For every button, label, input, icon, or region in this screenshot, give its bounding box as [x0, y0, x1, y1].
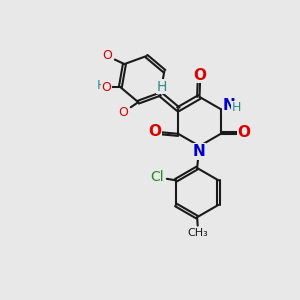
Text: CH₃: CH₃ — [188, 228, 208, 239]
Text: O: O — [103, 49, 112, 62]
Text: H: H — [97, 80, 106, 92]
Text: H: H — [157, 80, 167, 94]
Text: O: O — [101, 81, 111, 94]
Text: N: N — [223, 98, 236, 113]
Text: O: O — [118, 106, 128, 118]
Text: O: O — [148, 124, 162, 139]
Text: Cl: Cl — [150, 170, 164, 184]
Text: N: N — [192, 144, 205, 159]
Text: O: O — [238, 125, 251, 140]
Text: O: O — [194, 68, 207, 82]
Text: H: H — [232, 101, 241, 114]
